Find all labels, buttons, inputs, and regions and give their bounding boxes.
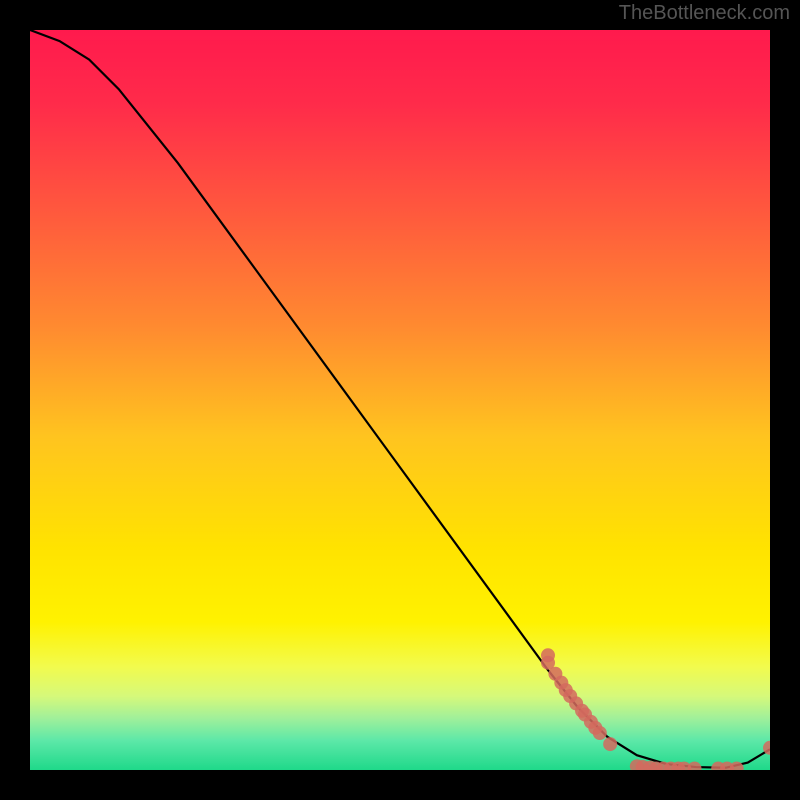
- plot-area: [30, 30, 770, 770]
- data-markers: [541, 648, 770, 770]
- data-marker: [730, 762, 744, 770]
- watermark: TheBottleneck.com: [619, 2, 790, 25]
- chart-overlay: [30, 30, 770, 770]
- data-marker: [688, 762, 702, 770]
- data-marker: [603, 737, 617, 751]
- curve-line: [30, 30, 770, 768]
- data-marker: [593, 726, 607, 740]
